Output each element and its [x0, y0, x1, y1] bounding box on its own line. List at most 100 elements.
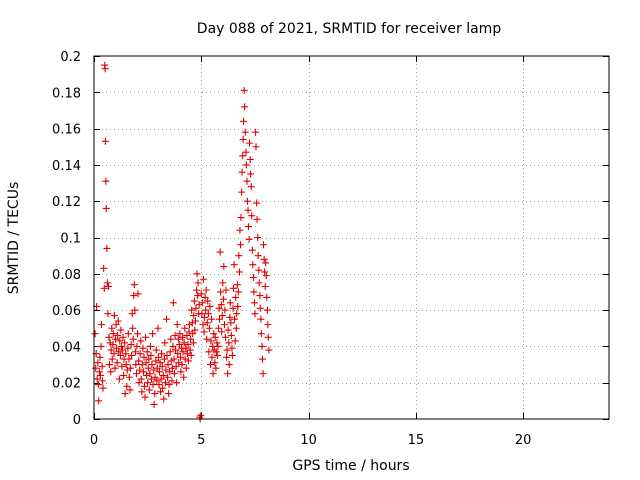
data-point — [158, 350, 166, 358]
data-point — [191, 326, 199, 334]
data-point — [105, 361, 113, 369]
data-point — [134, 290, 142, 298]
data-point — [132, 370, 140, 378]
data-point — [217, 288, 225, 296]
data-point — [141, 393, 149, 401]
data-point — [137, 337, 145, 345]
data-point — [248, 246, 256, 254]
data-point — [201, 293, 209, 301]
data-point — [173, 379, 181, 387]
data-point — [107, 368, 115, 376]
data-point — [154, 353, 162, 361]
data-point — [192, 304, 200, 312]
data-point — [113, 344, 121, 352]
data-point — [222, 286, 230, 294]
data-point — [118, 362, 126, 370]
data-point — [96, 371, 104, 379]
data-point — [261, 268, 269, 276]
data-point — [263, 306, 271, 314]
data-point — [222, 333, 230, 341]
data-point — [135, 357, 143, 365]
data-point — [251, 310, 259, 318]
y-tick-label: 0.08 — [52, 268, 81, 283]
data-point — [92, 364, 100, 372]
data-point — [126, 386, 134, 394]
data-point — [235, 268, 243, 276]
data-point — [238, 188, 246, 196]
y-tick-label: 0.06 — [52, 304, 81, 319]
data-point — [199, 275, 207, 283]
data-point — [142, 333, 149, 341]
data-point — [124, 344, 132, 352]
data-point — [116, 337, 124, 345]
data-point — [253, 199, 261, 207]
data-point — [194, 279, 202, 287]
data-point — [138, 388, 146, 396]
data-point — [228, 344, 236, 352]
y-tick-label: 0.1 — [60, 232, 81, 247]
data-point — [221, 306, 229, 314]
y-tick-label: 0.2 — [60, 50, 81, 65]
data-point — [242, 161, 250, 169]
data-point — [179, 348, 187, 356]
data-point — [168, 364, 176, 372]
data-point — [136, 350, 144, 358]
data-point — [188, 306, 196, 314]
data-point — [260, 255, 268, 263]
data-point — [140, 353, 148, 361]
data-point — [246, 155, 254, 163]
data-point — [205, 348, 213, 356]
data-point — [225, 361, 233, 369]
data-point — [219, 279, 227, 287]
data-point — [245, 235, 253, 243]
data-point — [100, 284, 108, 292]
data-point — [173, 321, 181, 329]
data-point — [226, 299, 234, 307]
data-point — [169, 342, 177, 350]
data-point — [175, 341, 183, 349]
data-point — [202, 286, 210, 294]
data-point — [206, 302, 214, 310]
data-point — [255, 279, 263, 287]
data-point — [208, 315, 216, 323]
data-point — [183, 332, 191, 340]
data-point — [128, 310, 136, 318]
data-point — [158, 362, 166, 370]
data-point — [144, 379, 152, 387]
data-point — [239, 135, 247, 143]
data-point — [255, 266, 263, 274]
data-point — [207, 337, 215, 345]
data-point — [226, 313, 234, 321]
data-point — [256, 304, 264, 312]
data-point — [142, 359, 150, 367]
data-point — [217, 301, 225, 309]
data-point — [107, 346, 115, 354]
data-point — [155, 381, 163, 389]
x-tick-label: 10 — [300, 433, 317, 448]
data-point — [136, 366, 144, 374]
data-point — [180, 339, 188, 347]
data-point — [264, 333, 272, 341]
plot-frame — [93, 55, 610, 420]
data-point — [110, 350, 118, 358]
data-point — [257, 330, 265, 338]
data-point — [151, 373, 159, 381]
data-point — [225, 339, 233, 347]
data-point — [102, 177, 110, 185]
data-point — [113, 359, 121, 367]
data-point — [251, 299, 259, 307]
data-point — [127, 341, 135, 349]
data-point — [228, 351, 236, 359]
data-point — [236, 226, 244, 234]
data-point — [132, 361, 140, 369]
data-point — [252, 128, 260, 136]
x-tick-label: 0 — [90, 433, 98, 448]
data-point — [157, 388, 165, 396]
data-point — [254, 234, 262, 241]
data-point — [145, 386, 153, 394]
data-point — [122, 350, 130, 358]
data-point — [162, 366, 170, 374]
data-point — [194, 292, 202, 300]
data-point — [150, 366, 158, 374]
data-point — [140, 382, 148, 390]
